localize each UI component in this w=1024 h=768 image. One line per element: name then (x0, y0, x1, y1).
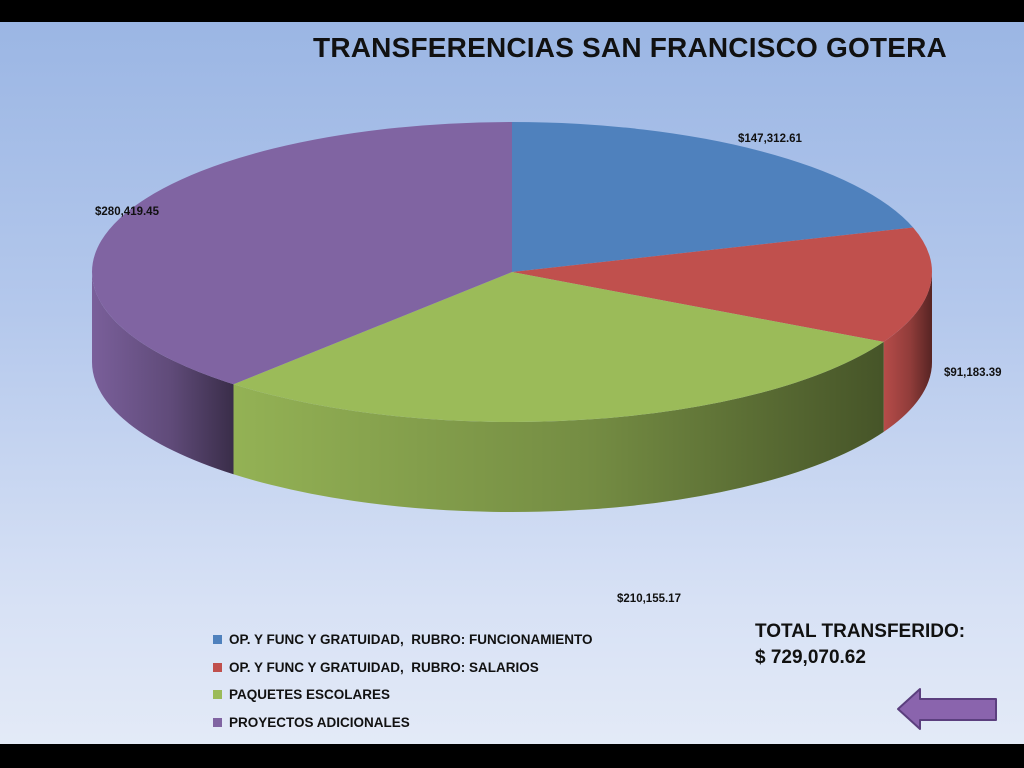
legend-label: OP. Y FUNC Y GRATUIDAD, RUBRO: FUNCIONAM… (229, 632, 593, 648)
data-labels: $147,312.61 $91,183.39 $210,155.17 $280,419… (95, 133, 1002, 605)
total-label: TOTAL TRANSFERIDO: (755, 621, 966, 642)
legend-swatch (213, 690, 222, 700)
pie-sides (91, 272, 932, 512)
pie-slice-3 (91, 122, 512, 385)
total-box: TOTAL TRANSFERIDO: $ 729,070.62 (755, 619, 965, 671)
legend: OP. Y FUNC Y GRATUIDAD, RUBRO: FUNCIONAM… (213, 626, 593, 736)
legend-label: PROYECTOS ADICIONALES (229, 714, 410, 730)
legend-item: PROYECTOS ADICIONALES (213, 709, 593, 737)
chart-title: TRANSFERENCIAS SAN FRANCISCO GOTERA (313, 32, 947, 63)
legend-swatch (213, 717, 222, 727)
pie-side-shade-2 (233, 341, 884, 512)
legend-label: OP. Y FUNC Y GRATUIDAD, RUBRO: SALARIOS (229, 659, 539, 675)
legend-swatch (213, 662, 222, 672)
legend-item: PAQUETES ESCOLARES (213, 681, 593, 709)
data-label-2: $210,155.17 (617, 593, 681, 605)
left-arrow-icon (897, 688, 997, 730)
data-label-0: $147,312.61 (738, 133, 803, 145)
total-value: $ 729,070.62 (755, 647, 866, 668)
legend-item: OP. Y FUNC Y GRATUIDAD, RUBRO: SALARIOS (213, 654, 593, 682)
legend-item: OP. Y FUNC Y GRATUIDAD, RUBRO: FUNCIONAM… (213, 626, 593, 654)
pie-side-shade-3 (91, 272, 234, 475)
pie-tops (91, 122, 932, 423)
pie-side-shade-1 (883, 272, 932, 432)
pie-slice-1 (512, 227, 932, 342)
pie-slice-2 (233, 272, 884, 423)
data-label-1: $91,183.39 (944, 367, 1002, 379)
legend-label: PAQUETES ESCOLARES (229, 687, 391, 703)
legend-swatch (213, 635, 222, 645)
back-button[interactable] (896, 686, 1000, 732)
slide: TRANSFERENCIAS SAN FRANCISCO GOTERA $147… (0, 22, 1024, 744)
pie-slice-0 (512, 122, 914, 272)
pie-chart: $147,312.61 $91,183.39 $210,155.17 $280,419… (91, 122, 1002, 605)
data-label-3: $280,419.45 (95, 206, 160, 218)
